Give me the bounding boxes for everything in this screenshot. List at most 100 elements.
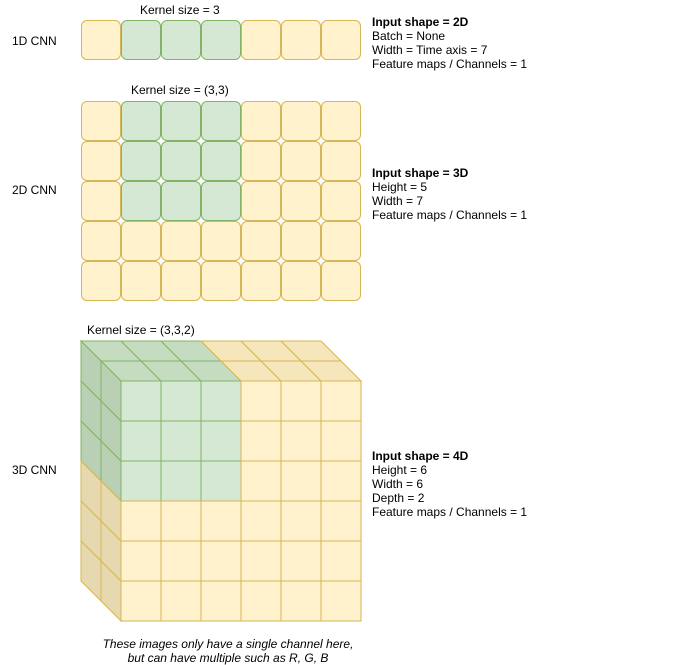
info-2d: Input shape = 3D Height = 5 Width = 7 Fe…	[372, 166, 527, 222]
kernel-cell	[121, 101, 161, 141]
kernel-cell	[201, 181, 241, 221]
grid-cell	[121, 221, 161, 261]
grid-cell	[81, 101, 121, 141]
front-cell	[320, 460, 362, 502]
front-cell	[160, 500, 202, 542]
grid-cell	[281, 261, 321, 301]
kernel-front-cell	[200, 420, 242, 462]
grid-cell	[321, 181, 361, 221]
info-1d-line: Feature maps / Channels = 1	[372, 57, 528, 71]
grid-cell	[81, 221, 121, 261]
front-cell	[280, 380, 322, 422]
kernel-cell	[161, 101, 201, 141]
grid-cell	[161, 261, 201, 301]
kernel-front-cell	[120, 460, 162, 502]
grid-cell	[321, 221, 361, 261]
kernel-front-cell	[160, 380, 202, 422]
grid-cell	[241, 20, 281, 60]
grid-cell	[201, 221, 241, 261]
kernel-label-1d: Kernel size = 3	[140, 3, 220, 17]
front-cell	[280, 540, 322, 582]
row-label-1d-cnn: 1D CNN	[12, 34, 57, 48]
front-cell	[320, 420, 362, 462]
kernel-cell	[121, 20, 161, 60]
grid-cell	[81, 20, 121, 60]
front-cell	[200, 540, 242, 582]
front-cell	[240, 540, 282, 582]
kernel-cell	[201, 101, 241, 141]
kernel-cell	[161, 20, 201, 60]
kernel-cell	[201, 141, 241, 181]
front-cell	[120, 580, 162, 622]
info-3d: Input shape = 4D Height = 6 Width = 6 De…	[372, 449, 527, 519]
grid-cell	[81, 181, 121, 221]
info-1d: Input shape = 2D Batch = None Width = Ti…	[372, 15, 527, 71]
front-cell	[320, 500, 362, 542]
info-1d-line: Batch = None	[372, 29, 446, 43]
info-2d-head: Input shape = 3D	[372, 166, 469, 180]
kernel-cell	[161, 181, 201, 221]
info-3d-line: Height = 6	[372, 463, 428, 477]
grid-cell	[161, 221, 201, 261]
front-cell	[320, 380, 362, 422]
kernel-label-3d: Kernel size = (3,3,2)	[87, 323, 195, 337]
info-2d-line: Width = 7	[372, 194, 424, 208]
grid-cell	[281, 20, 321, 60]
grid-cell	[321, 261, 361, 301]
front-cell	[160, 540, 202, 582]
side-cell	[80, 539, 102, 603]
front-cell	[280, 580, 322, 622]
front-cell	[240, 420, 282, 462]
caption-line-2: but can have multiple such as R, G, B	[127, 651, 329, 665]
front-cell	[200, 500, 242, 542]
grid-cell	[201, 261, 241, 301]
info-3d-head: Input shape = 4D	[372, 449, 469, 463]
caption-line-1: These images only have a single channel …	[102, 637, 354, 651]
info-3d-line: Feature maps / Channels = 1	[372, 505, 528, 519]
front-cell	[280, 460, 322, 502]
kernel-label-2d: Kernel size = (3,3)	[131, 83, 229, 97]
grid-cell	[81, 261, 121, 301]
info-3d-line: Width = 6	[372, 477, 424, 491]
kernel-front-cell	[200, 460, 242, 502]
kernel-front-cell	[120, 420, 162, 462]
kernel-front-cell	[160, 420, 202, 462]
kernel-cell	[121, 181, 161, 221]
grid-cell	[321, 141, 361, 181]
front-cell	[240, 580, 282, 622]
row-label-2d-cnn: 2D CNN	[12, 183, 57, 197]
kernel-cell	[121, 141, 161, 181]
front-cell	[280, 500, 322, 542]
grid-cell	[321, 20, 361, 60]
grid-cell	[81, 141, 121, 181]
front-cell	[120, 540, 162, 582]
grid-cell	[241, 181, 281, 221]
grid-cell	[281, 141, 321, 181]
kernel-front-cell	[160, 460, 202, 502]
front-cell	[280, 420, 322, 462]
grid-cell	[241, 221, 281, 261]
kernel-cell	[161, 141, 201, 181]
info-2d-line: Feature maps / Channels = 1	[372, 208, 528, 222]
grid-cell	[241, 101, 281, 141]
grid-cell	[281, 221, 321, 261]
info-1d-head: Input shape = 2D	[372, 15, 469, 29]
info-1d-line: Width = Time axis = 7	[372, 43, 488, 57]
kernel-cell	[201, 20, 241, 60]
info-3d-line: Depth = 2	[372, 491, 425, 505]
top-cell	[279, 340, 343, 362]
grid-cell	[121, 261, 161, 301]
caption: These images only have a single channel …	[90, 637, 366, 665]
grid-cell	[281, 181, 321, 221]
front-cell	[200, 580, 242, 622]
front-cell	[120, 500, 162, 542]
front-cell	[240, 380, 282, 422]
front-cell	[240, 500, 282, 542]
front-cell	[320, 580, 362, 622]
grid-cell	[241, 261, 281, 301]
info-2d-line: Height = 5	[372, 180, 428, 194]
front-cell	[320, 540, 362, 582]
row-label-3d-cnn: 3D CNN	[12, 463, 57, 477]
grid-cell	[321, 101, 361, 141]
